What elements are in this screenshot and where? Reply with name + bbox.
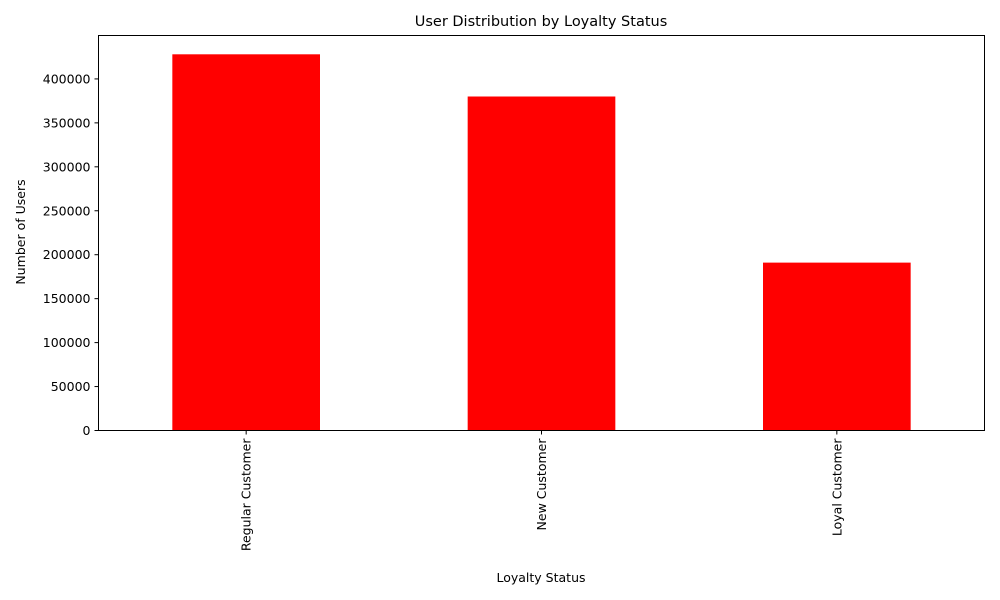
bar-regular-customer [172,54,320,431]
y-tick-label: 250000 [43,203,91,218]
y-tick-label: 350000 [43,115,91,130]
bar-new-customer [467,96,616,431]
y-tick-label: 50000 [51,379,91,394]
y-tick-label: 150000 [43,291,91,306]
bars-layer [172,54,911,431]
y-axis-label: Number of Users [13,179,28,284]
y-ticks: 0 50000 100000 150000 200000 250000 300000 3500… [43,71,99,438]
x-tick-label: Loyal Customer [829,438,844,536]
y-tick-label: 0 [83,423,91,438]
y-tick-label: 200000 [43,247,91,262]
x-ticks: Regular Customer New Customer Loyal Custom… [239,430,844,551]
y-tick-label: 400000 [43,71,91,86]
y-tick-label: 300000 [43,159,91,174]
chart-title: User Distribution by Loyalty Status [415,14,668,30]
plot-frame [98,35,985,431]
x-tick-label: Regular Customer [239,438,254,551]
bar-loyal-customer [763,262,911,431]
x-tick-label: New Customer [534,438,549,531]
y-tick-label: 100000 [43,335,91,350]
x-axis-label: Loyalty Status [496,570,585,585]
